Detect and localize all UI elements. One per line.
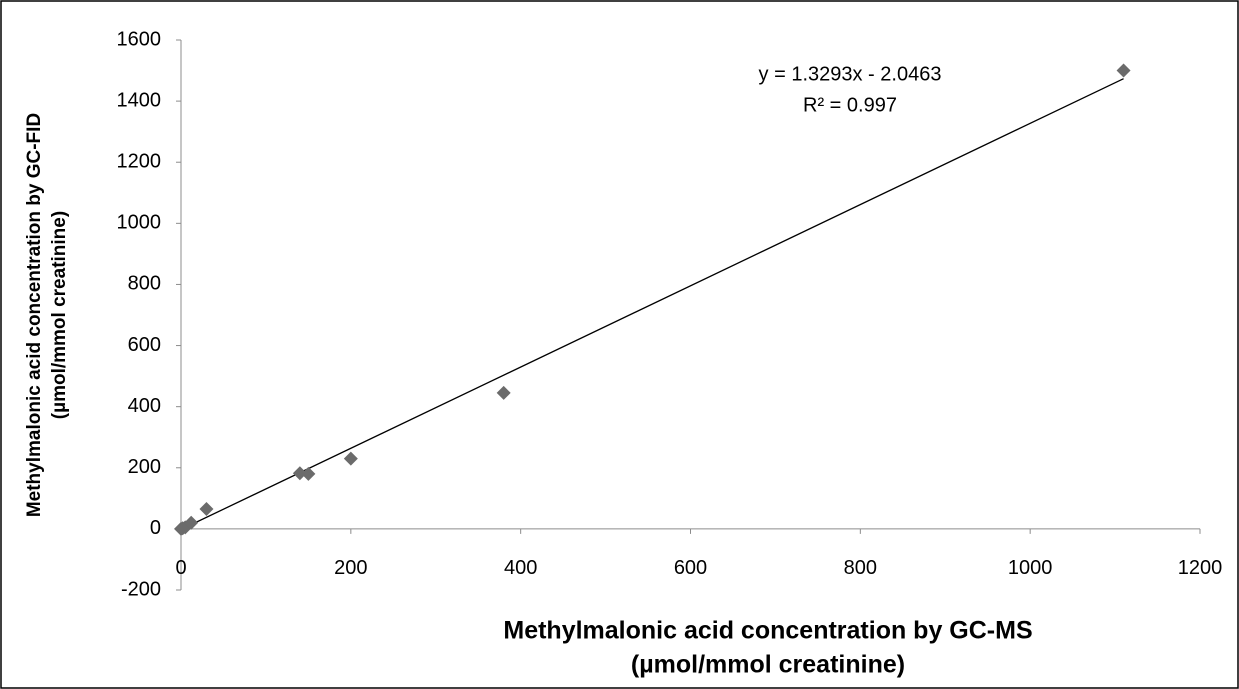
y-tick-label: 1400 — [117, 89, 162, 111]
x-tick-label: 1200 — [1178, 557, 1223, 579]
data-point — [343, 451, 358, 466]
y-tick-label: 200 — [128, 456, 161, 478]
data-point — [496, 385, 511, 400]
x-tick-label: 600 — [674, 557, 707, 579]
y-tick-label: 0 — [150, 517, 161, 539]
y-axis-title: Methylmalonic acid concentration by GC-F… — [24, 113, 45, 517]
x-tick-label: 800 — [844, 557, 877, 579]
x-tick-label: 0 — [175, 557, 186, 579]
trendline-equation: y = 1.3293x - 2.0463 — [759, 63, 942, 85]
data-point — [301, 466, 316, 481]
data-point — [184, 515, 199, 530]
y-tick-label: 1200 — [117, 151, 162, 173]
y-tick-label: -200 — [121, 578, 161, 600]
y-tick-label: 1000 — [117, 212, 162, 234]
x-axis-title: Methylmalonic acid concentration by GC-M… — [503, 617, 1032, 645]
x-tick-label: 200 — [334, 557, 367, 579]
y-axis-title: (µmol/mmol creatinine) — [49, 211, 70, 419]
y-tick-label: 600 — [128, 334, 161, 356]
x-tick-label: 1000 — [1008, 557, 1053, 579]
y-tick-label: 1600 — [117, 28, 162, 50]
x-tick-label: 400 — [504, 557, 537, 579]
x-axis-title: (µmol/mmol creatinine) — [631, 651, 905, 679]
trendline-r2: R² = 0.997 — [803, 94, 897, 116]
trendline — [180, 78, 1124, 531]
data-point — [1116, 63, 1131, 78]
y-tick-label: 400 — [128, 395, 161, 417]
data-point — [199, 502, 214, 517]
data-point — [292, 466, 307, 481]
y-tick-label: 800 — [128, 273, 161, 295]
